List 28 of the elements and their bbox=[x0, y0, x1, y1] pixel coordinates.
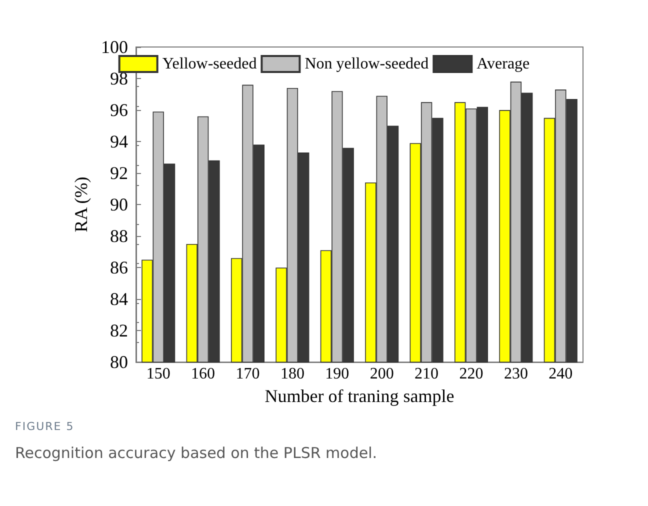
x-tick-label: 190 bbox=[325, 366, 350, 383]
y-tick-label: 92 bbox=[110, 163, 128, 184]
legend-label: Yellow-seeded bbox=[162, 56, 257, 72]
x-tick-label: 200 bbox=[370, 366, 394, 383]
x-tick-label: 240 bbox=[548, 366, 573, 383]
y-tick-label: 80 bbox=[110, 352, 128, 372]
x-tick-label: 150 bbox=[146, 366, 170, 383]
y-tick-label: 82 bbox=[110, 320, 128, 341]
x-tick-label: 180 bbox=[280, 366, 304, 383]
caption: FIGURE 5 bbox=[15, 420, 74, 433]
text: Recognition accuracy based on the PLSR model. bbox=[15, 444, 378, 462]
y-tick-label: 100 bbox=[101, 37, 128, 57]
y-tick-label: 98 bbox=[110, 68, 128, 89]
y-tick-label: 96 bbox=[110, 100, 128, 120]
x-tick-label: 230 bbox=[504, 366, 528, 383]
x-tick-label: 160 bbox=[191, 366, 216, 383]
legend-label: Average bbox=[476, 56, 530, 72]
x-tick-label: 210 bbox=[414, 366, 439, 383]
y-tick-label: 84 bbox=[110, 289, 128, 310]
y-tick-label: 86 bbox=[110, 258, 128, 278]
legend-label: Non yellow-seeded bbox=[304, 56, 429, 72]
x-axis-title: Number of traning sample bbox=[264, 386, 454, 406]
x-tick-label: 170 bbox=[236, 366, 260, 383]
y-tick-label: 88 bbox=[110, 226, 128, 246]
y-axis-title: RA (%) bbox=[71, 176, 91, 232]
y-tick-label: 90 bbox=[110, 194, 128, 215]
y-tick-label: 94 bbox=[110, 132, 128, 152]
x-tick-label: 220 bbox=[459, 366, 484, 383]
